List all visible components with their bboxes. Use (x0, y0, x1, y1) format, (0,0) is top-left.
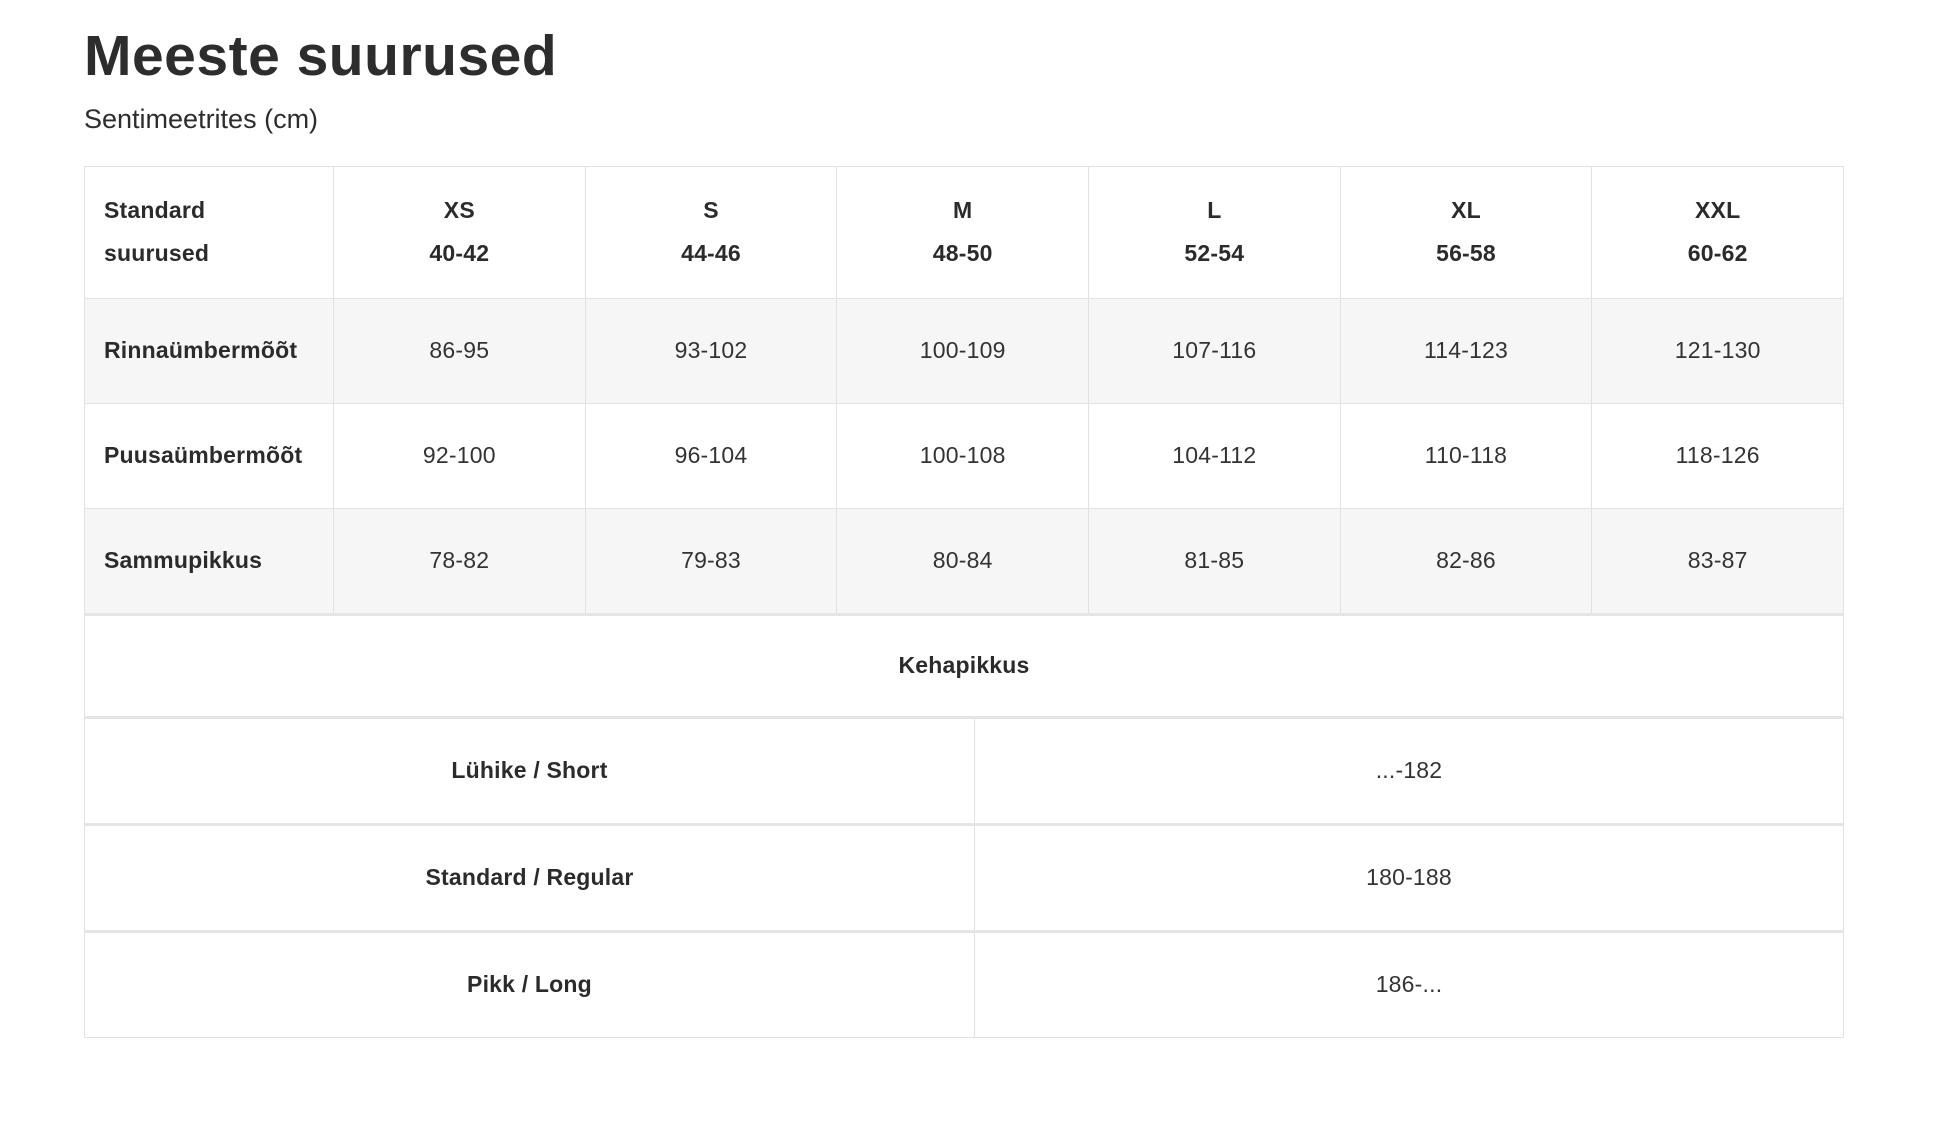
body-length-label-regular: Standard / Regular (85, 822, 974, 930)
column-header-l: L 52-54 (1088, 166, 1340, 298)
inseam-xl-value: 82-86 (1339, 507, 1592, 613)
page-subtitle: Sentimeetrites (cm) (84, 103, 319, 134)
inseam-xxl-value: 83-87 (1591, 507, 1843, 613)
size-range: 44-46 (681, 240, 741, 267)
hips-xl-value: 110-118 (1339, 402, 1592, 508)
column-header-xl: XL 56-58 (1339, 166, 1592, 298)
hips-xxl-value: 118-126 (1591, 402, 1843, 508)
size-range: 52-54 (1184, 240, 1245, 267)
hips-l-value: 104-112 (1088, 402, 1340, 508)
size-name: XS (443, 196, 475, 223)
chest-xxl-value: 121-130 (1591, 297, 1843, 403)
inseam-l-value: 81-85 (1088, 507, 1340, 613)
size-table: Standard suurused XS 40-42 S 44-46 M 48-… (84, 165, 1844, 1038)
header-standard-sizes: Standard suurused (85, 167, 333, 298)
hips-m-value: 100-108 (836, 402, 1088, 508)
size-range: 60-62 (1687, 240, 1748, 267)
header-standard-line1: Standard (104, 196, 206, 223)
size-name: XL (1451, 196, 1481, 223)
chest-l-value: 107-116 (1088, 297, 1340, 403)
chest-xl-value: 114-123 (1339, 297, 1592, 403)
size-range: 56-58 (1436, 240, 1496, 267)
column-header-m: M 48-50 (836, 166, 1088, 298)
row-label-inseam: Sammupikkus (85, 507, 333, 613)
size-name: S (703, 196, 719, 223)
size-name: M (952, 196, 973, 223)
size-table-main-grid: Standard suurused XS 40-42 S 44-46 M 48-… (85, 166, 1843, 716)
size-name: L (1207, 196, 1222, 223)
header-standard-line2: suurused (104, 240, 210, 267)
chest-m-value: 100-109 (836, 297, 1088, 403)
body-length-value-short: ...-182 (974, 715, 1843, 823)
inseam-m-value: 80-84 (836, 507, 1088, 613)
inseam-s-value: 79-83 (584, 507, 837, 613)
body-length-label-short: Lühike / Short (85, 715, 974, 823)
size-guide-page: Meeste suurused Sentimeetrites (cm) Stan… (84, 24, 1844, 1038)
row-label-chest: Rinnaümbermõõt (85, 297, 333, 403)
row-label-hips: Puusaümbermõõt (85, 402, 333, 508)
column-header-xxl: XXL 60-62 (1591, 166, 1843, 298)
body-length-label-long: Pikk / Long (85, 929, 974, 1037)
column-header-xs: XS 40-42 (333, 166, 585, 298)
column-header-s: S 44-46 (584, 166, 837, 298)
body-length-grid: Lühike / Short ...-182 Standard / Regula… (85, 715, 1843, 1037)
size-range: 48-50 (932, 240, 993, 267)
hips-s-value: 96-104 (584, 402, 837, 508)
inseam-xs-value: 78-82 (333, 507, 585, 613)
body-length-section-header: Kehapikkus (85, 612, 1843, 716)
body-length-value-regular: 180-188 (974, 822, 1843, 930)
size-range: 40-42 (429, 240, 490, 267)
page-title: Meeste suurused (84, 24, 558, 88)
size-name: XXL (1694, 196, 1741, 223)
body-length-value-long: 186-... (974, 929, 1843, 1037)
chest-xs-value: 86-95 (333, 297, 585, 403)
hips-xs-value: 92-100 (333, 402, 585, 508)
chest-s-value: 93-102 (584, 297, 837, 403)
